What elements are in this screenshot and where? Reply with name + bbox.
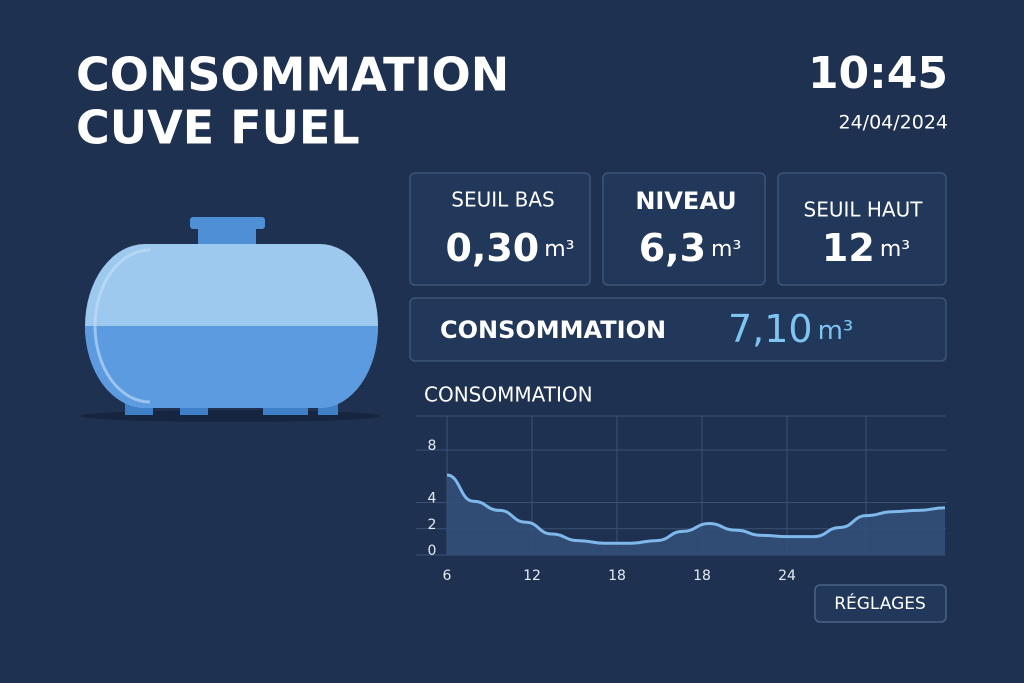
y-tick-label: 8 [428, 438, 437, 454]
tank-illustration [80, 217, 380, 422]
unit: m³ [880, 237, 910, 262]
value: 0,30 [445, 226, 539, 270]
x-tick-label: 18 [693, 568, 711, 584]
button-frame[interactable] [814, 584, 947, 623]
card-label: SEUIL HAUT [804, 198, 924, 222]
unit: m³ [818, 316, 854, 346]
y-tick-label: 2 [428, 517, 437, 533]
title-line: CONSOMMATION [76, 48, 509, 102]
card [602, 172, 766, 286]
value: 6,3 [639, 226, 706, 270]
card [777, 172, 947, 286]
value: 7,10 [728, 307, 813, 351]
card-value: 6,3 m³ [639, 226, 742, 270]
consumption-value: 7,10 m³ [728, 307, 853, 351]
unit: m³ [711, 237, 741, 262]
x-tick-label: 6 [443, 568, 452, 584]
chart-title: CONSOMMATION [424, 383, 593, 407]
clock: 10:45 [808, 48, 948, 99]
line [446, 473, 946, 545]
y-tick-label: 0 [428, 543, 437, 559]
card [409, 172, 591, 286]
card-label: NIVEAU [635, 187, 736, 215]
y-tick-label: 4 [428, 491, 437, 507]
consumption-card [409, 297, 947, 362]
unit: m³ [544, 237, 574, 262]
value: 12 [822, 226, 875, 270]
x-tick-label: 18 [608, 568, 626, 584]
consumption-label: CONSOMMATION [440, 316, 666, 344]
card-value: 12 m³ [822, 226, 910, 270]
x-tick-label: 12 [523, 568, 541, 584]
card-value: 0,30 m³ [445, 226, 574, 270]
title-line: CUVE FUEL [76, 101, 360, 155]
date: 24/04/2024 [838, 112, 948, 134]
x-tick-label: 24 [778, 568, 796, 584]
button-label[interactable]: RÉGLAGES [834, 592, 926, 614]
area-fill [447, 474, 945, 555]
card-label: SEUIL BAS [451, 188, 554, 212]
settings-button[interactable]: RÉGLAGES [814, 584, 947, 623]
